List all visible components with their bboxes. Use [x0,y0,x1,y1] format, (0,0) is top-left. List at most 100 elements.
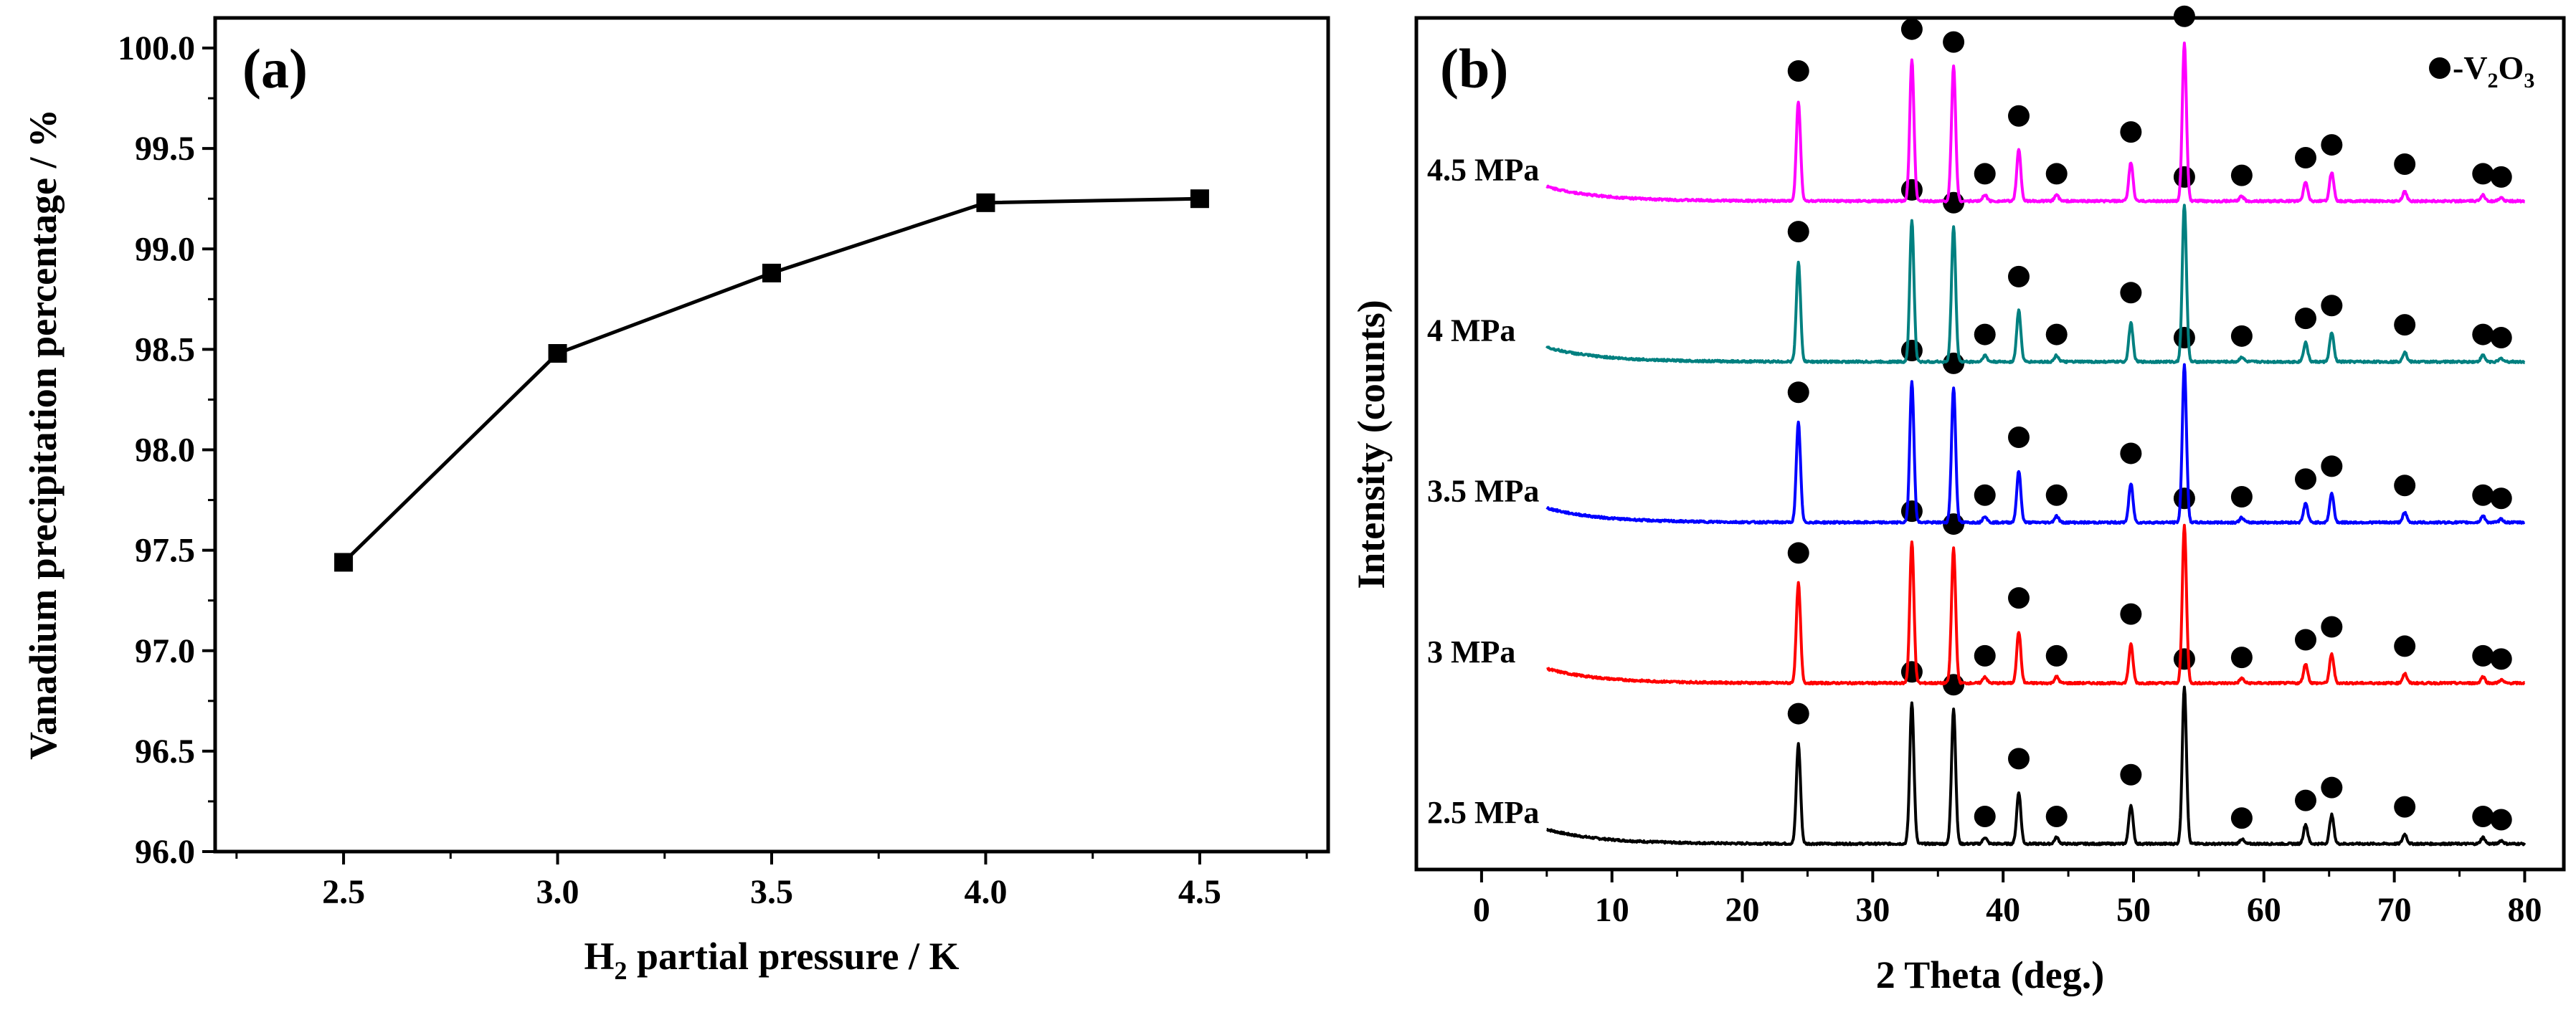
v2o3-peak-marker [1787,59,1809,82]
x-title-main: H [584,935,614,978]
v2o3-peak-marker [1787,702,1809,725]
v2o3-peak-marker [2490,648,2512,670]
v2o3-peak-marker [2295,308,2316,330]
panel-a-data-point [1190,189,1209,209]
v2o3-peak-marker [2008,748,2030,770]
v2o3-peak-marker [1787,381,1809,404]
v2o3-peak-marker [2490,487,2512,510]
panel-a-x-tick-label: 3.0 [536,873,579,911]
v2o3-peak-marker [2295,629,2316,651]
v2o3-peak-marker [1943,31,1965,53]
panel-a-label: (a) [242,37,308,100]
v2o3-peak-marker [2008,587,2030,609]
x-title-rest: partial pressure / K [628,935,960,978]
v2o3-peak-marker [2472,323,2494,346]
series-label: 4.5 MPa [1427,152,1539,187]
v2o3-peak-marker [2394,475,2416,497]
panel-a-x-tick-label: 3.5 [750,873,793,911]
v2o3-peak-marker [1900,661,1923,683]
xrd-pattern-line [1545,42,2526,204]
series-label: 3.5 MPa [1427,474,1539,509]
v2o3-peak-marker [2230,647,2253,669]
panel-a-data-point [762,263,781,282]
panel-a: (a) 2.5 3.0 3.5 4.0 4.5 96.0 96.5 97.0 97.5 98.0… [22,16,1330,985]
v2o3-peak-marker [2008,265,2030,287]
v2o3-peak-marker [2394,635,2416,657]
v2o3-peak-marker [2490,809,2512,831]
v2o3-peak-marker [2230,807,2253,829]
v2o3-peak-marker [1974,484,1996,506]
v2o3-peak-marker [2490,327,2512,349]
v2o3-peak-marker [2472,806,2494,828]
legend-sub1: 2 [2488,69,2499,92]
v2o3-peak-marker [2008,105,2030,127]
panel-a-x-tick-label: 4.5 [1178,873,1221,911]
panel-b-x-tick-label: 50 [2116,891,2151,929]
panel-a-data-point [334,553,354,572]
panel-a-y-ticks: 96.0 96.5 97.0 97.5 98.0 98.5 99.0 99.5 100.0 [118,29,215,871]
panel-b-x-tick-label: 30 [1855,891,1890,929]
v2o3-peak-marker [1787,221,1809,243]
v2o3-peak-marker [2394,153,2416,175]
legend-prefix: -V [2453,49,2488,86]
v2o3-peak-marker [2230,164,2253,186]
panel-a-x-tick-label: 2.5 [322,873,365,911]
panel-b-x-tick-label: 0 [1473,891,1490,929]
v2o3-peak-marker [1974,644,1996,667]
v2o3-peak-marker [2295,147,2316,169]
v2o3-peak-marker [2120,442,2142,464]
panel-a-y-tick-label: 100.0 [118,29,195,67]
v2o3-peak-marker [2321,455,2343,477]
v2o3-peak-marker [1900,339,1923,361]
v2o3-peak-marker [2045,644,2068,667]
panel-b-x-axis-title: 2 Theta (deg.) [1876,953,2105,996]
legend-label: -V2O3 [2453,49,2534,92]
v2o3-peak-marker [1974,323,1996,346]
series-label: 2.5 MPa [1427,795,1539,830]
v2o3-peak-marker [2295,468,2316,490]
panel-a-y-tick-label: 99.0 [135,230,195,268]
v2o3-peak-marker [2173,648,2195,670]
v2o3-peak-marker [2173,166,2195,188]
v2o3-peak-marker [2321,616,2343,638]
v2o3-peak-marker [1943,352,1965,374]
v2o3-peak-marker [2230,485,2253,508]
panel-a-x-tick-label: 4.0 [964,873,1007,911]
v2o3-peak-marker [1900,500,1923,523]
v2o3-peak-marker [2394,314,2416,336]
v2o3-peak-marker [2045,323,2068,346]
panel-b-legend: -V2O3 [2429,49,2534,92]
panel-b-x-tick-label: 10 [1595,891,1629,929]
panel-a-y-tick-label: 97.5 [135,532,195,570]
v2o3-peak-marker [2120,121,2142,143]
v2o3-peak-marker [1900,18,1923,40]
v2o3-peak-marker [2008,427,2030,449]
panel-b-x-tick-label: 20 [1725,891,1760,929]
xrd-pattern-line [1545,523,2526,686]
panel-a-y-tick-label: 97.0 [135,632,195,670]
v2o3-peak-marker [2173,327,2195,349]
v2o3-peak-marker [2472,644,2494,667]
panel-b: (b) 0 10 20 30 40 50 60 70 80 2.5 MPa 3 MPa 3.5 MP… [1350,5,2566,996]
panel-b-x-tick-label: 80 [2507,891,2542,929]
panel-a-x-axis-title: H2 partial pressure / K [584,935,959,985]
v2o3-peak-marker [2120,603,2142,625]
v2o3-peak-marker [2173,5,2195,27]
series-4_5-MPa: 4.5 MPa [1427,5,2526,204]
panel-a-x-ticks: 2.5 3.0 3.5 4.0 4.5 [235,852,1308,911]
panel-b-plot: 2.5 MPa 3 MPa 3.5 MPa 4 MPa 4.5 MPa [1427,5,2527,847]
series-label: 3 MPa [1427,634,1515,670]
panel-a-y-tick-label: 96.5 [135,733,195,771]
x-title-subscript: 2 [615,956,628,985]
v2o3-peak-marker [2295,789,2316,811]
series-label: 4 MPa [1427,313,1515,348]
v2o3-peak-marker [2321,134,2343,156]
v2o3-peak-marker [2045,806,2068,828]
legend-mid: O [2499,49,2524,86]
v2o3-peak-marker [2230,325,2253,347]
v2o3-peak-marker [2490,166,2512,188]
xrd-pattern-line [1545,204,2526,364]
v2o3-peak-marker [2472,163,2494,185]
panel-b-x-tick-label: 40 [1986,891,2020,929]
